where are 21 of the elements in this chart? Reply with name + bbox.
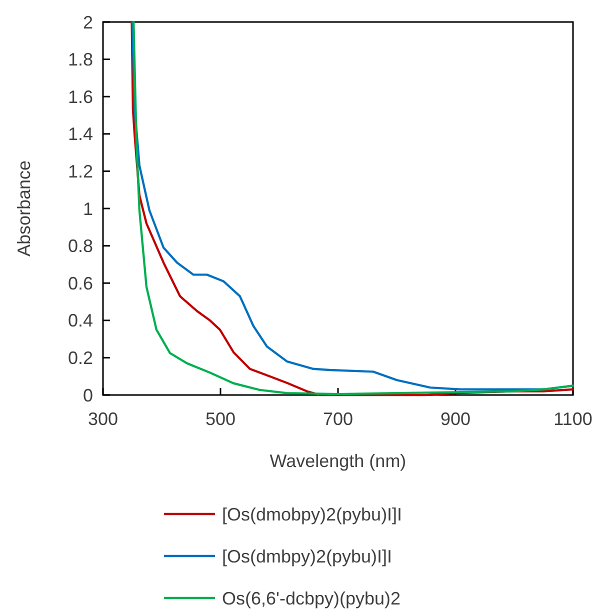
legend-label: [Os(dmobpy)2(pybu)I]I xyxy=(222,504,402,524)
legend-label: [Os(dmbpy)2(pybu)I]I xyxy=(222,546,392,566)
y-tick-label: 1.8 xyxy=(68,50,93,70)
x-tick-label: 900 xyxy=(440,409,471,429)
y-tick-label: 2 xyxy=(82,12,93,32)
x-axis-title: Wavelength (nm) xyxy=(270,451,406,471)
x-tick-label: 700 xyxy=(322,409,354,429)
y-tick-label: 1.6 xyxy=(68,86,93,107)
y-tick-label: 1.2 xyxy=(68,162,93,182)
y-tick-label: 0.4 xyxy=(68,310,93,331)
legend-label: Os(6,6'-dcbpy)(pybu)2 xyxy=(222,588,401,608)
x-tick-label: 300 xyxy=(88,409,118,429)
y-tick-label: 0.2 xyxy=(68,348,93,368)
y-tick-label: 0.6 xyxy=(68,273,93,294)
x-tick-label: 1100 xyxy=(554,409,592,429)
y-tick-label: 0.8 xyxy=(68,236,93,256)
y-tick-label: 1 xyxy=(82,198,93,219)
y-tick-label: 1.4 xyxy=(68,124,93,144)
x-tick-label: 500 xyxy=(205,409,236,429)
y-tick-label: 0 xyxy=(82,385,93,406)
y-axis-title: Absorbance xyxy=(14,160,34,257)
